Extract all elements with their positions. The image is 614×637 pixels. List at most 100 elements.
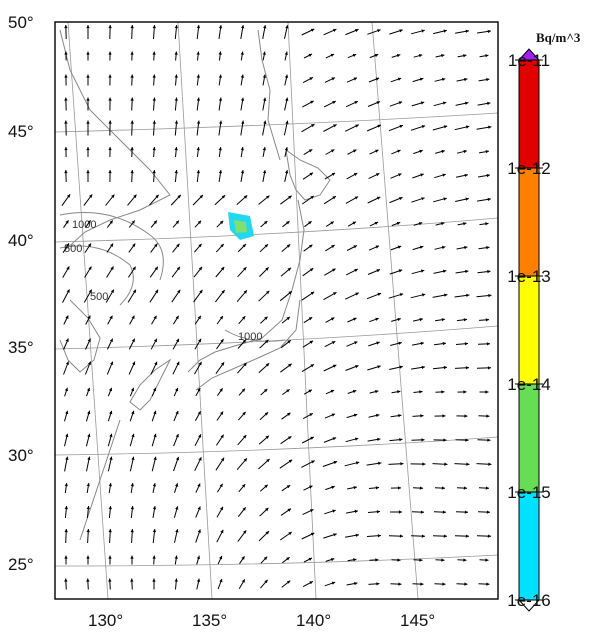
kyushu-coast	[129, 358, 172, 411]
wind-vector-head	[375, 149, 379, 153]
wind-vector-head	[465, 366, 469, 370]
wind-vector-head	[421, 438, 425, 442]
wind-vector-head	[485, 222, 489, 226]
wind-vector-head	[443, 438, 447, 442]
wind-vector-head	[487, 101, 491, 106]
wind-vector-head	[263, 389, 268, 393]
wind-vector-head	[286, 244, 291, 248]
wind-vector-head	[198, 266, 202, 271]
wind-vector-head	[66, 266, 70, 270]
wind-vector-head	[108, 170, 112, 174]
wind-vector-head	[488, 293, 492, 298]
wind-vector-head	[174, 578, 178, 582]
wind-vector-head	[375, 317, 379, 321]
wind-vector-head	[310, 436, 314, 440]
wind-vector-head	[175, 506, 179, 510]
wind-vector-head	[196, 74, 200, 78]
wind-vector-head	[330, 53, 335, 57]
wind-vector-head	[153, 410, 157, 415]
wind-vector-head	[108, 387, 113, 392]
wind-vector-head	[153, 456, 157, 461]
wind-vector-head	[285, 120, 289, 124]
latitude-labels: 50° 45° 40° 35° 30° 25°	[8, 13, 34, 574]
wind-vector-head	[111, 194, 115, 198]
wind-vector-head	[463, 390, 467, 394]
wind-vector-head	[308, 53, 312, 57]
wind-vector-head	[152, 483, 156, 487]
wind-vector-head	[196, 578, 201, 582]
wind-vector-head	[333, 460, 338, 465]
wind-vector-head	[443, 29, 447, 33]
wind-vector-head	[443, 269, 447, 273]
wind-vector-head	[110, 266, 114, 270]
wind-vector-head	[331, 413, 336, 417]
wind-vector-head	[88, 289, 92, 293]
wind-vector-head	[86, 529, 90, 533]
wind-vector-head	[353, 245, 357, 249]
wind-vector-head	[64, 578, 68, 582]
wind-vector-head	[199, 195, 203, 199]
wind-vector-head	[154, 243, 158, 248]
wind-vector-head	[198, 457, 202, 461]
wind-vector-head	[175, 483, 179, 487]
wind-vector-head	[64, 74, 68, 78]
wind-vector-head	[398, 341, 402, 345]
wind-vector-head	[109, 410, 113, 415]
wind-vector-head	[284, 51, 288, 55]
wind-vector-head	[309, 581, 313, 585]
wind-vector-head	[442, 414, 446, 418]
wind-vector-head	[64, 529, 68, 533]
wind-vector-head	[400, 462, 404, 466]
wind-vector-head	[332, 364, 337, 368]
wind-vector-head	[110, 289, 114, 293]
wind-vector-head	[177, 289, 181, 294]
wind-vector-head	[219, 220, 224, 225]
wind-vector-head	[444, 462, 448, 466]
wind-vector-head	[419, 149, 423, 153]
wind-vector-head	[309, 268, 314, 272]
wind-vector-head	[309, 509, 314, 513]
colorbar-label: 1e-14	[507, 375, 550, 394]
wind-vector-head	[441, 149, 445, 154]
wind-vector-head	[174, 170, 178, 174]
lon-label-130: 130°	[88, 611, 123, 630]
wind-vector-head	[86, 578, 90, 582]
lat-label-50: 50°	[8, 13, 34, 32]
wind-vector-head	[285, 170, 289, 174]
wind-vector-head	[132, 266, 136, 271]
wind-vector-head	[311, 124, 315, 128]
wind-vector-head	[152, 555, 156, 559]
wind-vector-head	[152, 74, 156, 78]
wind-vector-head	[399, 124, 403, 128]
wind-vector-head	[262, 170, 267, 174]
wind-vector-head	[375, 77, 380, 81]
wind-vector-head	[86, 170, 90, 174]
wind-vector-head	[488, 125, 492, 129]
wind-vector-head	[309, 77, 313, 81]
wind-vector-head	[310, 364, 314, 368]
wind-vector-head	[464, 582, 468, 586]
wind-vector-head	[354, 341, 358, 345]
colorbar: Bq/m^3 1e-11 1e-12 1e-13 1e-14 1e-15 1e-16	[507, 30, 581, 612]
wind-vector-head	[419, 486, 423, 490]
wind-vector-head	[87, 243, 91, 247]
wind-vector-head	[174, 555, 178, 559]
wind-vector-head	[375, 173, 380, 177]
wind-vector-head	[420, 414, 424, 418]
wind-vector-head	[198, 434, 202, 438]
wind-vector-head	[486, 414, 490, 418]
colorbar-segment	[519, 492, 539, 601]
wind-vector-head	[265, 363, 270, 367]
wind-vector-head	[197, 388, 201, 392]
wind-vector-head	[354, 196, 359, 200]
wind-vector-head	[398, 582, 402, 586]
wind-vector-head	[420, 101, 425, 105]
wind-vector-head	[220, 411, 224, 415]
wind-vector-head	[421, 197, 425, 201]
colorbar-segment	[519, 60, 539, 169]
wind-vector-head	[377, 29, 381, 33]
wind-vector-head	[175, 529, 179, 533]
wind-vector-head	[398, 269, 403, 273]
wind-vector-head	[354, 269, 358, 272]
wind-vector-head	[130, 25, 134, 29]
